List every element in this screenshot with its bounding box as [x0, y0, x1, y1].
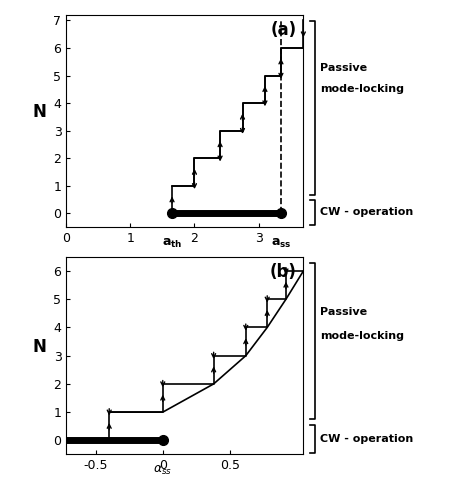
Text: $\mathbf{a_{th}}$: $\mathbf{a_{th}}$ — [162, 237, 182, 250]
Text: (b): (b) — [269, 263, 296, 281]
Text: mode-locking: mode-locking — [320, 331, 404, 341]
Text: CW - operation: CW - operation — [320, 207, 413, 217]
Y-axis label: N: N — [33, 103, 46, 121]
Text: $\mathbf{a_{ss}}$: $\mathbf{a_{ss}}$ — [271, 237, 291, 250]
Text: (a): (a) — [270, 21, 296, 39]
Y-axis label: N: N — [33, 338, 46, 356]
Text: CW - operation: CW - operation — [320, 434, 413, 444]
Text: mode-locking: mode-locking — [320, 84, 404, 94]
Text: $\alpha_{ss}$: $\alpha_{ss}$ — [153, 464, 173, 478]
X-axis label: a: a — [180, 270, 190, 285]
Text: Passive: Passive — [320, 307, 367, 317]
Text: Passive: Passive — [320, 63, 367, 73]
